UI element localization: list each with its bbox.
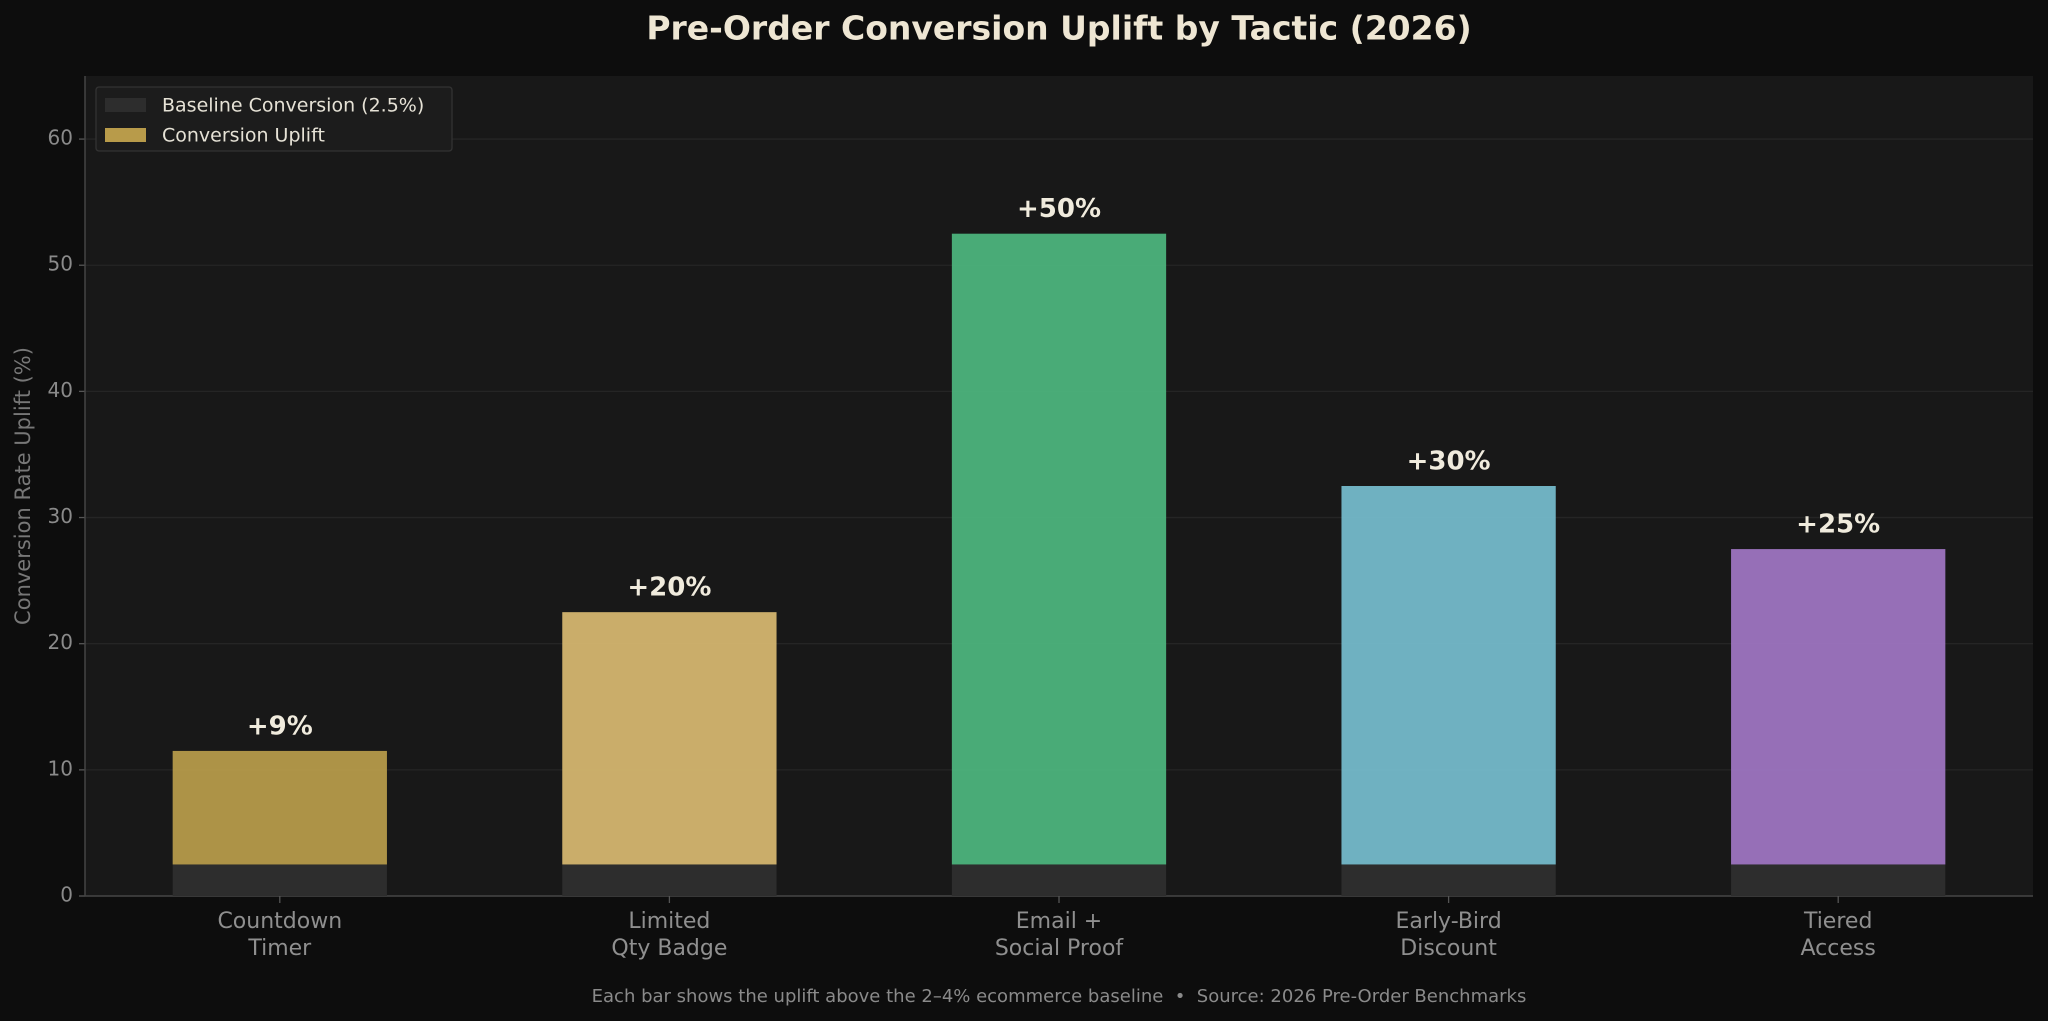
y-tick-label: 0: [60, 883, 73, 907]
legend-label: Baseline Conversion (2.5%): [162, 95, 424, 117]
bar-segment: [562, 864, 777, 896]
bar-segment: [172, 750, 387, 865]
y-tick-label: 60: [48, 126, 73, 150]
legend-swatch: [105, 98, 146, 112]
data-label: +9%: [247, 711, 313, 741]
data-label: +30%: [1407, 447, 1491, 477]
legend-swatch: [105, 128, 146, 142]
y-tick-label: 40: [48, 378, 73, 402]
y-tick-label: 20: [48, 630, 73, 654]
chart-title: Pre-Order Conversion Uplift by Tactic (2…: [646, 9, 1471, 48]
data-label: +50%: [1017, 194, 1101, 224]
bar-segment: [1341, 486, 1556, 865]
legend-label: Conversion Uplift: [162, 125, 325, 147]
bar-segment: [1731, 549, 1946, 865]
bar-segment: [951, 864, 1167, 896]
y-tick-label: 10: [48, 756, 73, 780]
legend-box: [95, 86, 453, 152]
x-tick-label: Limited Qty Badge: [611, 909, 728, 961]
data-label: +25%: [1796, 510, 1880, 540]
bar-segment: [562, 612, 777, 865]
y-tick-label: 50: [48, 252, 73, 276]
data-label: +20%: [627, 573, 711, 603]
bar-segment: [1731, 864, 1946, 896]
x-tick-label: Early-Bird Discount: [1395, 909, 1502, 961]
x-tick-label: Email + Social Proof: [994, 909, 1124, 961]
bar-segment: [951, 233, 1167, 865]
y-axis-label: Conversion Rate Uplift (%): [11, 347, 35, 625]
footer-note: Each bar shows the uplift above the 2–4%…: [592, 986, 1527, 1007]
bar-segment: [1341, 864, 1556, 896]
x-tick-label: Tiered Access: [1800, 909, 1876, 961]
y-tick-label: 30: [48, 504, 73, 528]
bar-segment: [172, 864, 387, 896]
x-tick-label: Countdown Timer: [217, 909, 343, 961]
